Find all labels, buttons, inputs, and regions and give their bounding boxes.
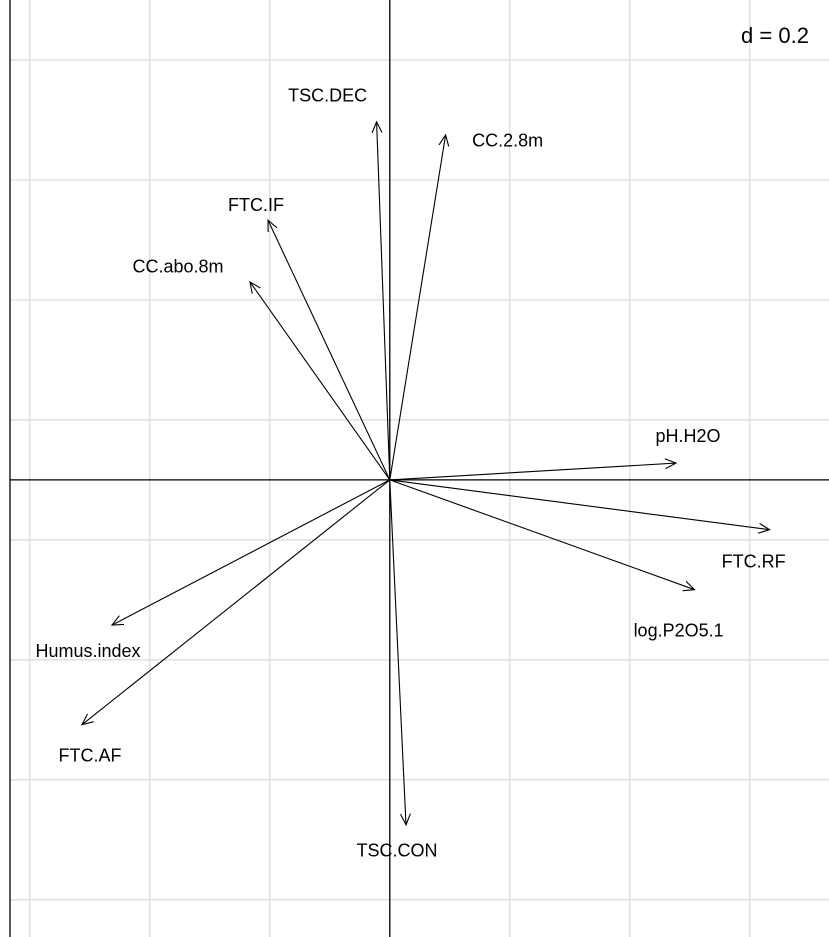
arrow	[377, 122, 391, 480]
arrows: TSC.DEC CC.2.8m FTC.IF CC.abo.8m pH.H2O FTC.R…	[35, 86, 785, 861]
arrow-label: CC.2.8m	[472, 131, 543, 151]
arrow-label: log.P2O5.1	[634, 620, 724, 640]
arrow	[82, 479, 391, 725]
arrow-label: FTC.RF	[722, 551, 786, 571]
arrow	[112, 479, 391, 625]
grid-label-box	[775, 18, 829, 54]
arrow-label: FTC.AF	[59, 745, 122, 765]
arrow	[389, 479, 770, 530]
arrow	[268, 220, 391, 481]
arrow	[389, 135, 446, 480]
arrow	[389, 479, 406, 825]
arrow-label: Humus.index	[35, 641, 140, 661]
grid	[10, 0, 829, 937]
grid-label: d = 0.2	[741, 23, 809, 48]
arrow-label: pH.H2O	[655, 426, 720, 446]
arrow-label: TSC.DEC	[288, 86, 367, 106]
arrow-label: FTC.IF	[228, 195, 284, 215]
arrow	[389, 463, 676, 481]
arrow	[250, 282, 391, 481]
arrow-label: TSC.CON	[357, 841, 438, 861]
axes	[10, 0, 829, 937]
arrow	[389, 479, 695, 590]
arrow-label: CC.abo.8m	[132, 257, 223, 277]
